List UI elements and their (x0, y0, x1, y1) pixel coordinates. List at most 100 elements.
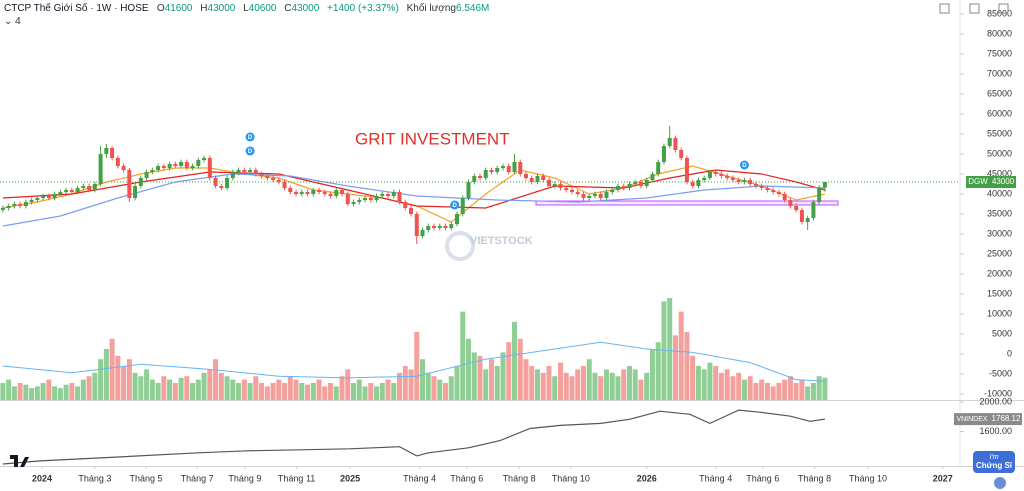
volume-bar (310, 383, 316, 400)
volume-ma (2, 341, 825, 382)
volume-bar (351, 383, 357, 400)
volume-bar (782, 379, 788, 400)
y-tick-label: 2000.00 (979, 396, 1012, 406)
volume-bar (23, 384, 29, 400)
candle-body (805, 218, 810, 222)
candle-body (219, 186, 224, 188)
volume-bar (690, 355, 696, 400)
badge: I'm Chứng Sĩ (973, 451, 1015, 489)
dividend-label: D (453, 203, 458, 209)
volume-bar (69, 383, 75, 400)
candle-body (702, 178, 707, 180)
dividend-marker (450, 200, 460, 210)
candle-body (569, 190, 574, 192)
x-tick-label: Tháng 5 (129, 473, 162, 483)
volume-bar (207, 369, 213, 400)
indicator-toggle[interactable]: ⌄ 4 (4, 16, 21, 27)
volume-bar (649, 349, 655, 400)
y-tick-label: 40000 (987, 188, 1012, 198)
candle-body (437, 226, 442, 228)
volume-bar (632, 369, 638, 400)
volume-bar (443, 383, 449, 400)
volume-bar (517, 338, 523, 400)
volume-bar (466, 338, 472, 400)
y-tick-label: 35000 (987, 208, 1012, 218)
candle-body (58, 192, 63, 194)
window-icon[interactable] (969, 3, 980, 14)
volume-bar (414, 332, 420, 400)
candle-body (196, 160, 201, 166)
volume-bar (724, 369, 730, 400)
candle-body (529, 178, 534, 182)
volume-bar (282, 383, 288, 400)
candle-body (495, 168, 500, 172)
window-icon[interactable] (998, 3, 1009, 14)
volume-bar (557, 362, 563, 400)
volume-bar (374, 386, 380, 400)
volume-bar (408, 369, 414, 400)
change: +1400 (+3.37%) (327, 3, 399, 14)
candle-body (288, 188, 293, 192)
x-tick-label: Tháng 6 (450, 473, 483, 483)
candle-body (351, 202, 356, 204)
candle-body (707, 172, 712, 178)
candle-body (587, 196, 592, 198)
ohlc-value: 41600 (164, 3, 193, 14)
volume-bar (741, 379, 747, 400)
volume-bar (776, 383, 782, 400)
ohlc-label: L (243, 3, 249, 14)
candle-body (334, 190, 339, 196)
volume-bar (184, 376, 190, 400)
volume-bar (178, 377, 184, 400)
window-icon[interactable] (939, 3, 950, 14)
candle-body (604, 192, 609, 198)
candle-body (598, 194, 603, 198)
dividend-label: D (248, 149, 253, 155)
candle-body (144, 172, 149, 178)
volume-bar (253, 376, 259, 400)
ohlc-label: O (156, 3, 165, 14)
volume-bar (29, 388, 35, 400)
candle-body (242, 170, 247, 172)
ohlc-label: C (284, 3, 292, 14)
volume-bar (385, 379, 391, 400)
candle-body (294, 192, 299, 194)
candle-body (455, 214, 460, 224)
x-tick-label: Tháng 11 (278, 473, 315, 483)
candle-body (811, 202, 816, 218)
volume-bar (454, 366, 460, 400)
candle-body (650, 174, 655, 180)
candle-body (75, 188, 80, 192)
candle-body (552, 184, 557, 186)
volume-bar (506, 342, 512, 400)
candle-body (6, 206, 11, 208)
volume-bar (667, 298, 673, 400)
volume-bar (488, 359, 494, 400)
volume-bar (546, 366, 552, 400)
legend-header: CTCP Thế Giới Số · 1W · HOSE O41600 H430… (4, 3, 494, 14)
x-tick-label: Tháng 7 (181, 473, 214, 483)
candle-body (115, 158, 120, 166)
candle-body (52, 194, 57, 198)
volume-bar (236, 383, 242, 400)
volume-bar (822, 377, 828, 400)
candle-body (35, 198, 40, 200)
volume-bar (172, 383, 178, 400)
candle-body (633, 182, 638, 184)
candle-body (161, 166, 166, 168)
volume-bar (736, 372, 742, 400)
candle-body (81, 186, 86, 188)
volume-bar (230, 379, 236, 400)
volume-bar (144, 369, 150, 400)
dividend-marker (739, 160, 749, 170)
candle-body (581, 194, 586, 198)
candle-body (259, 174, 264, 176)
candle-body (328, 194, 333, 196)
candle-body (207, 158, 212, 178)
volume-bar (80, 379, 86, 400)
x-tick-label: Tháng 10 (849, 473, 887, 483)
candle-body (150, 170, 155, 172)
volume-bar (264, 386, 270, 400)
candle-body (391, 192, 396, 196)
